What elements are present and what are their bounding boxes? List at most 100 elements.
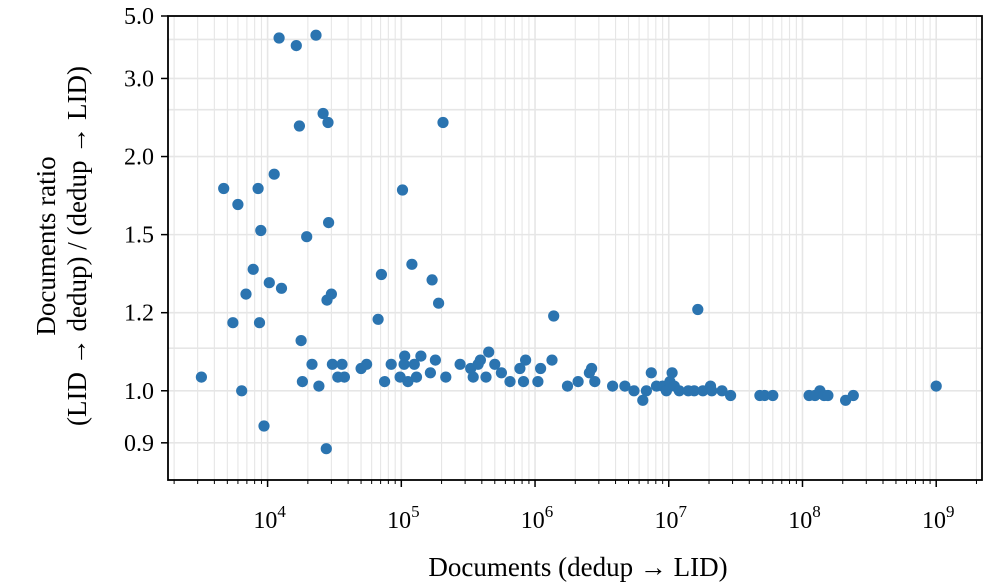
data-point [514, 362, 526, 375]
y-tick-label: 1.0 [124, 379, 154, 405]
data-point [637, 394, 649, 406]
data-point [424, 367, 436, 379]
data-point [758, 389, 771, 402]
data-point [822, 389, 834, 402]
data-point [673, 385, 685, 397]
data-point [474, 354, 486, 366]
data-point [325, 288, 337, 300]
y-tick-label: 3.0 [124, 66, 154, 92]
y-tick-label: 1.2 [124, 301, 154, 327]
data-point [258, 420, 270, 432]
data-point [313, 380, 325, 392]
data-point [548, 310, 560, 322]
data-point [495, 367, 507, 379]
data-point [379, 376, 391, 388]
data-point [586, 362, 598, 375]
data-point [520, 354, 532, 366]
y-tick-label: 5.0 [124, 4, 154, 30]
x-tick-label: 105 [387, 502, 420, 534]
data-point [504, 376, 516, 388]
data-point [398, 358, 410, 370]
data-point [310, 29, 322, 41]
data-point [454, 358, 466, 370]
data-point [399, 350, 411, 362]
data-point [607, 380, 619, 392]
data-point [227, 317, 239, 329]
data-point [375, 268, 387, 281]
data-point [306, 358, 318, 370]
data-point [517, 376, 530, 388]
data-point [489, 358, 501, 370]
data-point [385, 358, 397, 370]
data-point [433, 297, 445, 309]
data-point [408, 358, 420, 370]
data-point [275, 282, 288, 294]
data-point [589, 376, 601, 388]
data-point [290, 40, 302, 52]
x-tick-label: 109 [922, 502, 955, 534]
x-axis-ticks: 104 105 106 107 108 109 [173, 480, 977, 534]
data-point [640, 385, 653, 397]
data-point [440, 371, 452, 383]
data-point [535, 362, 547, 375]
data-point [628, 385, 640, 397]
data-point [218, 182, 230, 195]
data-point [645, 367, 657, 379]
y-tick-label: 1.5 [124, 223, 154, 249]
data-point [338, 371, 350, 383]
data-point [326, 358, 338, 370]
data-point [619, 380, 631, 392]
data-point [429, 354, 441, 366]
data-point [415, 350, 427, 362]
data-point [688, 385, 700, 397]
data-point [532, 376, 544, 388]
data-point [273, 32, 285, 44]
data-point [301, 231, 313, 243]
data-point [767, 389, 779, 402]
y-axis-title-line1: Documents ratio [31, 156, 61, 335]
x-tick-label: 106 [521, 502, 554, 534]
data-point [252, 182, 264, 195]
data-point [572, 376, 584, 388]
data-point [296, 376, 308, 388]
data-point [706, 385, 718, 397]
data-point [323, 217, 335, 229]
data-point [396, 184, 409, 196]
data-point [716, 385, 728, 397]
data-point [847, 389, 859, 402]
data-point [426, 274, 438, 286]
data-point [232, 198, 244, 211]
data-point [666, 367, 678, 379]
data-point [692, 303, 704, 316]
data-point [930, 380, 942, 392]
data-point [255, 224, 267, 237]
data-point [483, 346, 495, 358]
data-point [546, 354, 558, 366]
data-point [293, 120, 305, 132]
y-axis-title-line2: (LID → dedup) / (dedup → LID) [62, 66, 92, 426]
y-tick-label: 2.0 [124, 145, 154, 171]
x-axis-title: Documents (dedup → LID) [428, 552, 727, 582]
y-tick-label: 0.9 [124, 431, 154, 457]
x-tick-label: 104 [253, 502, 286, 534]
data-point [263, 277, 275, 289]
data-point [240, 288, 252, 300]
data-point [268, 168, 280, 180]
data-point [317, 107, 329, 120]
data-point [195, 371, 207, 383]
data-point [361, 358, 373, 370]
data-point [410, 371, 423, 383]
data-point [467, 371, 479, 383]
x-tick-label: 108 [788, 502, 821, 534]
data-point [406, 258, 418, 270]
data-point [253, 317, 266, 329]
data-points [195, 29, 942, 455]
data-point [322, 116, 334, 129]
data-point [295, 335, 307, 347]
data-point [437, 116, 449, 129]
data-point [372, 313, 384, 325]
data-point [725, 389, 737, 402]
data-point [402, 376, 414, 388]
data-point [247, 263, 259, 275]
